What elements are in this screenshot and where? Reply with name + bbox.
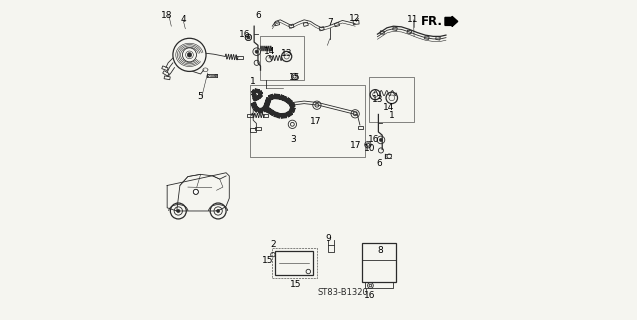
Text: 16: 16 xyxy=(364,291,375,300)
Text: 9: 9 xyxy=(325,234,331,243)
Bar xyxy=(247,114,252,117)
Text: 8: 8 xyxy=(378,246,383,255)
Text: 15: 15 xyxy=(262,256,273,265)
Bar xyxy=(407,30,412,34)
Bar xyxy=(369,77,414,123)
Bar xyxy=(334,22,340,27)
Bar xyxy=(259,36,304,80)
Bar xyxy=(436,36,440,40)
FancyArrow shape xyxy=(445,16,458,27)
Circle shape xyxy=(255,50,258,53)
Bar xyxy=(275,21,280,26)
Bar xyxy=(303,22,308,26)
Text: 1: 1 xyxy=(250,77,256,86)
Bar xyxy=(263,114,268,117)
Text: 6: 6 xyxy=(376,159,382,168)
Text: 17: 17 xyxy=(310,117,321,126)
Text: 16: 16 xyxy=(368,135,379,144)
Bar xyxy=(380,31,385,34)
Text: 3: 3 xyxy=(290,135,296,144)
Bar xyxy=(250,85,365,157)
Text: 2: 2 xyxy=(271,240,276,249)
Circle shape xyxy=(187,52,192,57)
Text: 14: 14 xyxy=(264,47,276,56)
Text: 12: 12 xyxy=(350,14,361,23)
Circle shape xyxy=(176,209,180,212)
Text: 15: 15 xyxy=(289,73,301,82)
Text: 10: 10 xyxy=(364,144,375,153)
Bar xyxy=(392,27,397,30)
Text: 5: 5 xyxy=(197,92,203,101)
Bar xyxy=(236,56,243,59)
Text: 13: 13 xyxy=(281,49,292,58)
Bar xyxy=(289,24,294,28)
Text: 14: 14 xyxy=(383,103,394,112)
Bar xyxy=(255,127,261,130)
Text: 7: 7 xyxy=(327,19,333,28)
Bar xyxy=(164,76,170,80)
Bar xyxy=(362,244,396,282)
Bar xyxy=(250,128,256,132)
Text: 18: 18 xyxy=(161,11,172,20)
Bar xyxy=(162,71,169,76)
Circle shape xyxy=(247,36,250,39)
Text: 1: 1 xyxy=(389,111,395,120)
Bar xyxy=(319,27,324,31)
Circle shape xyxy=(380,138,383,141)
Text: 15: 15 xyxy=(290,280,302,289)
Bar xyxy=(353,20,359,25)
Text: 11: 11 xyxy=(407,15,419,24)
Text: ST83-B1320: ST83-B1320 xyxy=(317,288,368,297)
Bar xyxy=(162,66,168,71)
Text: 6: 6 xyxy=(255,11,261,20)
Text: 17: 17 xyxy=(350,141,362,150)
Text: 4: 4 xyxy=(180,15,186,24)
Circle shape xyxy=(217,209,220,212)
Bar xyxy=(271,248,317,278)
Bar xyxy=(424,36,429,39)
Bar xyxy=(275,251,313,275)
Text: 16: 16 xyxy=(239,30,250,39)
Circle shape xyxy=(193,189,198,195)
Text: 13: 13 xyxy=(372,95,383,104)
Text: FR.: FR. xyxy=(421,15,443,28)
Bar xyxy=(358,126,363,129)
